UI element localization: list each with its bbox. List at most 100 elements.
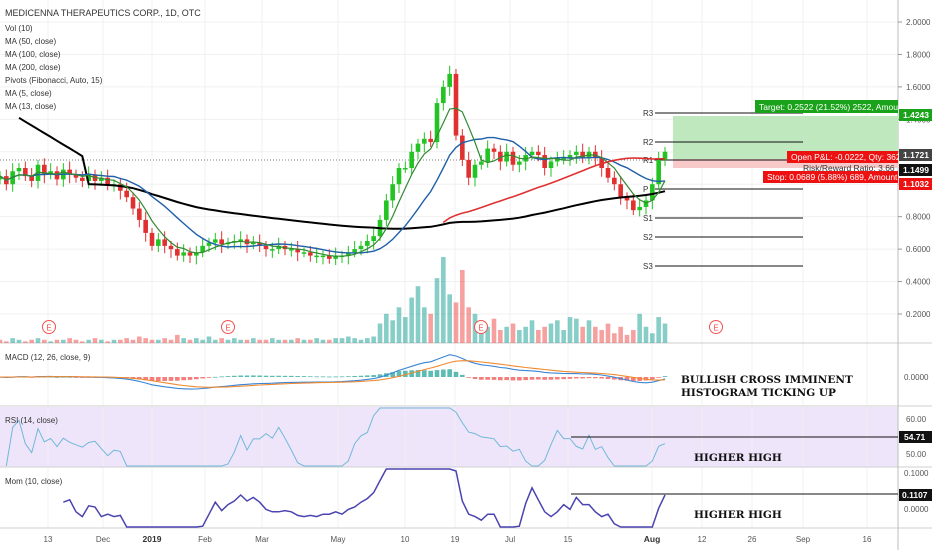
legend-ma200[interactable]: MA (200, close) [5,63,61,72]
target-label[interactable]: Target: 0.2522 (21.52%) 2522, Amount [759,102,906,112]
candle-body-105 [662,151,668,160]
volume-bar-87 [548,323,554,343]
momentum-line[interactable] [63,468,666,528]
candle-body-97 [612,177,617,185]
candle-body-70 [441,86,446,104]
macd-hist-bar-55 [346,376,351,378]
legend-ma5[interactable]: MA (5, close) [5,89,52,98]
volume-bar-69 [434,278,440,343]
price-axis-tick-9: 0.2000 [906,310,931,319]
volume-bar-33 [206,336,212,343]
volume-bar-66 [415,286,421,343]
volume-bar-49 [308,339,313,343]
candle-body-30 [187,252,193,256]
volume-bar-62 [390,320,395,343]
legend-vol[interactable]: Vol (10) [5,24,33,33]
volume-bar-53 [333,338,338,343]
volume-bar-92 [580,326,585,343]
volume-bar-100 [631,330,636,343]
pnl-label[interactable]: Open P&L: -0.0222, Qty: 3628 [791,152,906,162]
macd-hist-bar-28 [175,377,180,381]
volume-bar-39 [244,339,250,343]
macd-hist-bar-48 [301,376,307,377]
candle-body-64 [403,168,408,170]
earnings-marker-label-2: E [478,324,483,333]
macd-hist-bar-71 [447,369,452,377]
candle-body-51 [320,255,326,258]
pivot-label-p: P [643,185,648,194]
volume-bar-41 [257,339,262,343]
volume-bar-63 [396,307,402,343]
volume-bar-67 [422,307,427,343]
candle-body-27 [168,245,174,250]
candle-body-57 [358,245,364,250]
candle-body-86 [542,155,547,168]
time-axis-tick-0: 13 [44,535,53,544]
volume-bar-15 [92,338,98,343]
time-axis[interactable]: 13 Dec 2019 Feb Mar May 10 19 Jul 15 Aug 12 26 Sep 16 [44,534,872,544]
earnings-marker-label-1: E [225,324,230,333]
candle-body-82 [517,161,522,165]
candlesticks[interactable] [0,65,668,266]
macd-pane-title[interactable]: MACD (12, 26, close, 9) [5,353,91,362]
macd-hist-bar-39 [244,375,250,377]
macd-hist-bar-69 [434,370,440,377]
volume-bar-102 [643,326,649,343]
mom-value-badge: 0.1107 [902,490,928,500]
volume-bar-60 [377,323,383,343]
ma-5-line[interactable] [0,107,666,257]
macd-hist-bar-88 [555,377,560,380]
macd-hist-bar-104 [656,377,661,378]
legend-ma13[interactable]: MA (13, close) [5,102,56,111]
volume-bar-52 [327,339,332,343]
trade-labels[interactable]: Target: 0.2522 (21.52%) 2522, Amount Ope… [755,100,906,183]
stop-price-badge: 1.1032 [903,179,929,189]
stop-label[interactable]: Stop: 0.0689 (5.88%) 689, Amount [767,172,898,182]
macd-hist-bar-46 [289,375,294,377]
candle-body-46 [289,249,294,251]
earnings-marker-3 [709,320,723,334]
volume-bar-71 [447,294,452,343]
time-axis-tick-3: Feb [198,535,212,544]
candle-body-20 [124,190,129,198]
mom-pane-title[interactable]: Mom (10, close) [5,477,63,486]
volume-bar-93 [586,320,592,343]
candle-body-31 [194,252,199,256]
stop-zone[interactable] [673,159,898,168]
signal-line[interactable] [0,360,666,388]
volume-bar-37 [232,338,237,343]
legend-pivots[interactable]: Pivots (Fibonacci, Auto, 15) [5,76,103,85]
macd-hist-bar-74 [466,377,471,378]
macd-hist-bar-44 [276,375,281,377]
legend-ma50[interactable]: MA (50, close) [5,37,56,46]
volume-bar-3 [16,339,22,343]
candle-body-13 [80,177,85,181]
legend-ma100[interactable]: MA (100, close) [5,50,61,59]
candle-body-74 [466,159,471,178]
rr-label[interactable]: Risk/Reward Ratio: 3.66 [803,163,895,173]
mom-axis-tick-01: 0.1000 [904,469,929,478]
candle-body-25 [156,239,161,246]
annotation-mom-higher-high: HIGHER HIGH [694,509,782,521]
candle-body-52 [327,255,332,259]
volume-bar-25 [156,339,161,343]
entry-price-badge-bg [899,149,932,161]
rsi-line[interactable] [5,407,666,467]
volume-bar-28 [175,334,180,343]
candle-body-40 [251,242,256,245]
volume-bar-31 [194,338,199,343]
time-axis-tick-1: Dec [96,535,110,544]
time-axis-tick-2: 2019 [143,534,162,544]
candle-body-28 [175,249,180,256]
volume-bar-46 [289,339,294,343]
pivot-levels[interactable]: R3 R2 R1 P S1 S2 S3 [643,109,803,271]
rsi-pane-title[interactable]: RSI (14, close) [5,416,58,425]
ma-50-line[interactable] [442,157,665,224]
rsi-axis-tick-60: 60.00 [906,415,927,424]
macd-hist-bar-87 [548,377,554,380]
volume-bar-96 [605,323,611,343]
volume-bar-42 [263,339,269,343]
volume-bar-1 [4,341,9,343]
